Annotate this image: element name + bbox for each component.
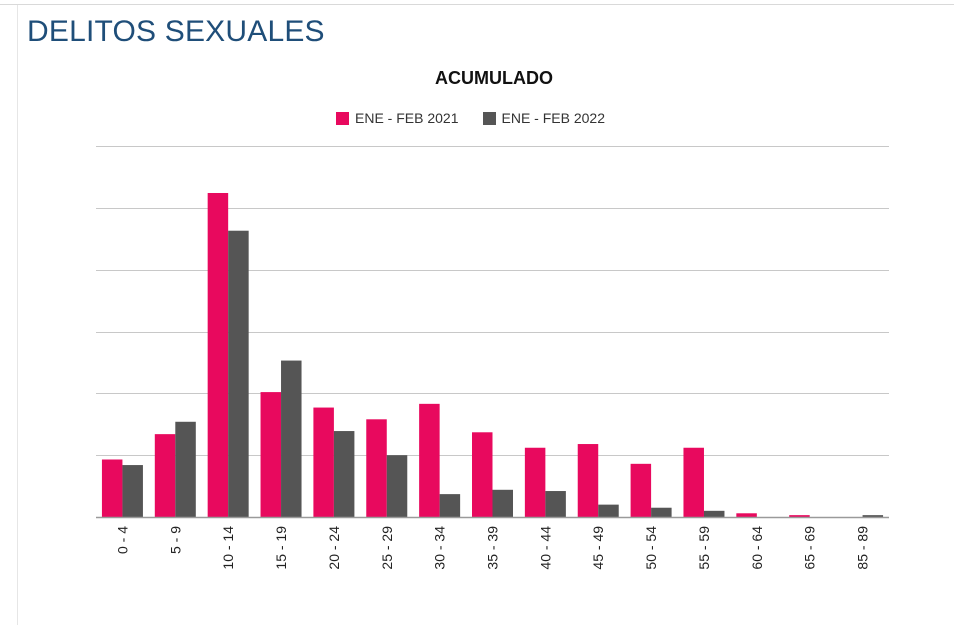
bar-2021-10-14[interactable] (207, 192, 229, 517)
bar-2021-5-9[interactable] (154, 434, 176, 517)
bar-2021-25-29[interactable] (366, 419, 387, 517)
bar-2022-45-49[interactable] (598, 504, 619, 517)
bar-2022-5-9[interactable] (175, 421, 196, 517)
x-tick-label: 60 - 64 (749, 526, 765, 570)
bar-2021-45-49[interactable] (577, 444, 599, 517)
legend-label-2022: ENE - FEB 2022 (501, 110, 606, 126)
x-tick-label: 55 - 59 (696, 526, 712, 570)
bar-2022-40-44[interactable] (545, 491, 566, 517)
bar-2021-60-64[interactable] (736, 513, 757, 517)
x-tick-label: 30 - 34 (432, 526, 448, 570)
x-tick-label: 65 - 69 (802, 526, 818, 570)
page-title: DELITOS SEXUALES (27, 15, 325, 48)
x-tick-label: 20 - 24 (326, 526, 342, 570)
chart-legend: ENE - FEB 2021 ENE - FEB 2022 (336, 110, 629, 126)
bar-2022-50-54[interactable] (651, 507, 672, 517)
bar-2021-15-19[interactable] (260, 392, 282, 517)
legend-label-2021: ENE - FEB 2021 (355, 110, 459, 126)
x-tick-label: 5 - 9 (167, 526, 183, 554)
x-tick-label: 85 - 89 (855, 526, 871, 570)
bar-2022-15-19[interactable] (281, 360, 302, 517)
bar-2022-10-14[interactable] (228, 230, 249, 517)
bar-2021-40-44[interactable] (524, 447, 546, 517)
bar-2022-0-4[interactable] (122, 465, 143, 517)
bar-2022-55-59[interactable] (703, 510, 725, 517)
legend-item-2022[interactable]: ENE - FEB 2022 (482, 110, 606, 126)
bar-2022-85-89[interactable] (862, 515, 884, 517)
bar-2021-0-4[interactable] (101, 459, 123, 517)
x-tick-label: 0 - 4 (114, 526, 130, 554)
legend-swatch-2021 (336, 111, 349, 125)
bar-2022-35-39[interactable] (492, 489, 514, 517)
left-divider (17, 5, 18, 625)
x-tick-label: 10 - 14 (220, 526, 236, 570)
bar-2022-20-24[interactable] (333, 431, 355, 517)
bar-2021-50-54[interactable] (630, 463, 652, 517)
legend-swatch-2022 (482, 111, 496, 125)
bar-2021-30-34[interactable] (419, 403, 440, 517)
x-tick-label: 45 - 49 (590, 526, 606, 570)
x-tick-label: 40 - 44 (537, 526, 553, 570)
bar-2021-35-39[interactable] (472, 432, 493, 517)
x-tick-label: 50 - 54 (643, 526, 659, 570)
legend-item-2021[interactable]: ENE - FEB 2021 (336, 110, 459, 126)
top-divider (0, 4, 954, 5)
x-tick-label: 25 - 29 (379, 526, 395, 570)
chart-title: ACUMULADO (435, 68, 553, 88)
x-tick-label: 35 - 39 (485, 526, 501, 570)
bar-2021-65-69[interactable] (789, 515, 810, 517)
bar-2021-55-59[interactable] (683, 447, 704, 517)
bar-2021-20-24[interactable] (313, 407, 334, 517)
bar-2022-30-34[interactable] (439, 494, 461, 517)
x-tick-label: 15 - 19 (273, 526, 289, 570)
bar-2022-25-29[interactable] (386, 455, 408, 517)
